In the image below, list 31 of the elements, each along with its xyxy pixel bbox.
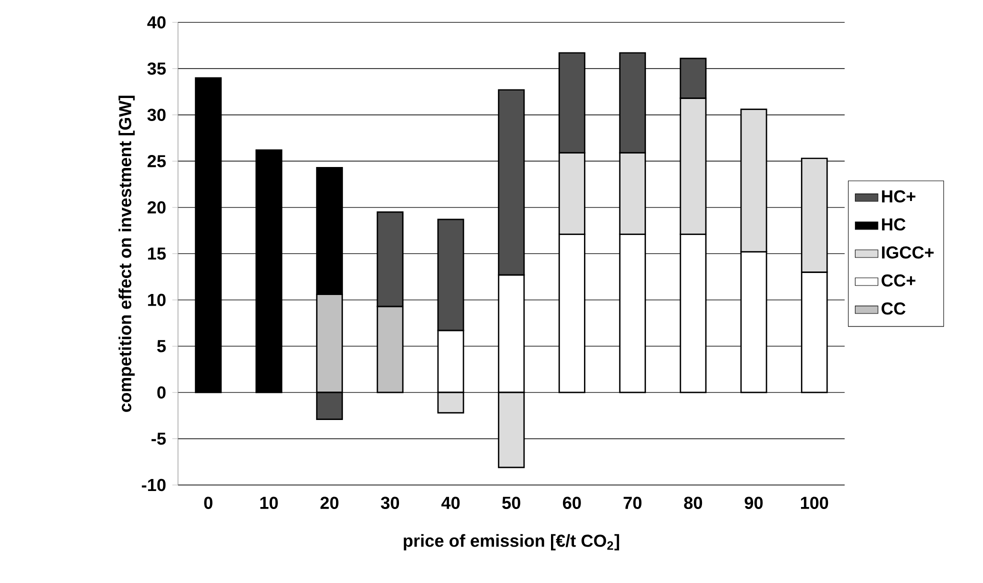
x-tick-label: 30 (380, 496, 400, 510)
y-tick-label: 25 (148, 155, 166, 168)
x-tick-label: 0 (204, 496, 212, 510)
y-tick-label: 20 (148, 201, 166, 214)
x-tick-label: 70 (624, 496, 642, 510)
bar (194, 77, 222, 394)
x-tick-label: 100 (800, 496, 828, 510)
legend-label: HC+ (882, 190, 916, 203)
y-tick-label: 35 (147, 62, 166, 75)
y-tick-label: 15 (148, 248, 166, 260)
x-tick-label: 20 (320, 496, 338, 510)
y-tick-label: 5 (157, 340, 166, 352)
x-axis-title: price of emission [€/t CO$_{2}$] (404, 534, 620, 550)
y-tick-label: -5 (152, 432, 166, 445)
y-tick-label: -10 (142, 478, 166, 492)
bar (256, 149, 282, 394)
y-tick-label: 30 (147, 108, 166, 122)
x-tick-label: 50 (502, 496, 520, 510)
y-tick-label: 40 (147, 16, 166, 28)
y-axis-title: competition effect on investment [GW] (118, 96, 135, 412)
legend-label: HC (882, 218, 906, 231)
x-tick-label: 60 (562, 496, 581, 510)
y-tick-label: 0 (157, 386, 166, 399)
x-tick-label: 90 (744, 496, 763, 510)
legend-label: CC+ (882, 274, 916, 287)
x-tick-label: 10 (260, 496, 278, 510)
legend-label: CC (882, 302, 906, 315)
legend-label: IGCC+ (882, 246, 934, 259)
x-tick-label: 40 (441, 496, 460, 510)
y-tick-label: 10 (148, 294, 166, 306)
x-tick-label: 80 (684, 496, 702, 510)
